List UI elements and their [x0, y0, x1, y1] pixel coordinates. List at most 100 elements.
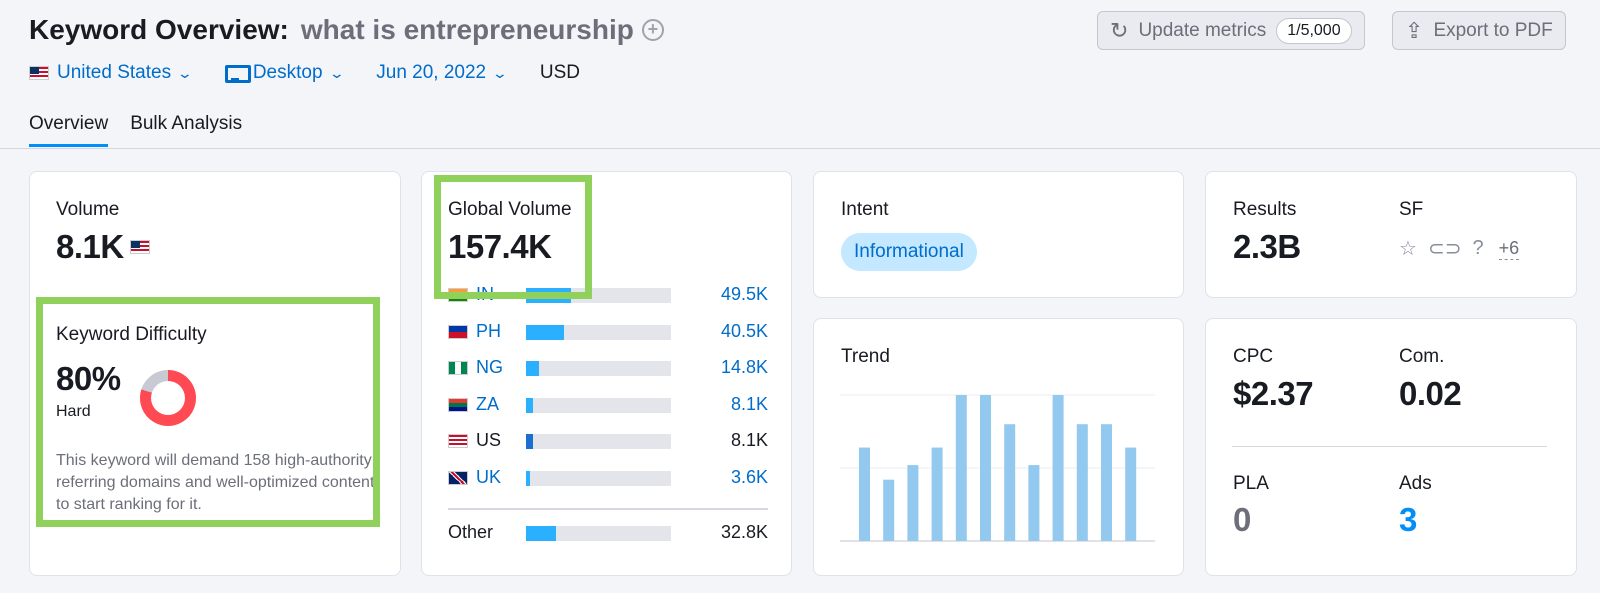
volume-value-row: 8.1K [56, 228, 150, 266]
cpc-value: $2.37 [1233, 375, 1314, 412]
cpc-label: CPC [1233, 346, 1274, 367]
volume-value: 8.1K [56, 228, 124, 265]
filter-bar: United States ⌄ Desktop ⌄ Jun 20, 2022 ⌄… [29, 62, 580, 84]
link-icon[interactable]: ⊂⊃ [1427, 238, 1462, 260]
trend-bar[interactable] [883, 479, 895, 541]
in-flag-icon [448, 288, 468, 302]
trend-bar[interactable] [907, 465, 919, 541]
country-row-other: Other 32.8K [448, 522, 768, 544]
sf-label: SF [1399, 199, 1424, 220]
other-label: Other [448, 522, 494, 542]
share-bar-track [526, 434, 671, 450]
competition-label: Com. [1399, 346, 1445, 367]
share-bar-track [526, 397, 671, 413]
trend-bar[interactable] [1052, 395, 1064, 541]
intent-card: Intent Informational [813, 171, 1184, 298]
keyword-difficulty-level: Hard [56, 403, 91, 420]
export-pdf-label: Export to PDF [1433, 19, 1553, 41]
trend-bar[interactable] [1004, 424, 1016, 541]
upload-icon: ⇪ [1405, 17, 1424, 43]
cpc-card: CPC $2.37 Com. 0.02 PLA 0 Ads 3 [1205, 318, 1577, 576]
ng-flag-icon [448, 361, 468, 376]
other-divider [448, 508, 768, 510]
share-bar-fill [526, 288, 571, 303]
country-code[interactable]: ZA [476, 393, 500, 414]
page-title: Keyword Overview: what is entrepreneursh… [29, 14, 664, 46]
plus-circle-icon[interactable]: + [641, 19, 664, 41]
trend-bar[interactable] [859, 447, 870, 541]
country-volume[interactable]: 8.1K [730, 393, 768, 414]
country-volume[interactable]: 14.8K [720, 357, 768, 378]
country-row-us: US 8.1K [448, 430, 768, 452]
country-row-in: IN 49.5K [448, 284, 768, 306]
volume-label: Volume [56, 199, 120, 220]
results-label: Results [1233, 199, 1297, 220]
refresh-icon: ↻ [1110, 17, 1129, 43]
za-flag-icon [448, 397, 468, 412]
country-select[interactable]: United States ⌄ [29, 62, 194, 84]
currency-label: USD [539, 62, 580, 83]
trend-bar[interactable] [931, 447, 943, 541]
date-label: Jun 20, 2022 [376, 62, 487, 83]
trend-chart [840, 394, 1155, 542]
trend-bar[interactable] [1076, 424, 1088, 541]
trend-bar[interactable] [1101, 424, 1112, 541]
ph-flag-icon [448, 324, 468, 339]
trend-bar[interactable] [1125, 447, 1137, 541]
trend-bar[interactable] [955, 395, 967, 541]
country-code[interactable]: UK [476, 467, 502, 487]
update-metrics-button[interactable]: ↻ Update metrics 1/5,000 [1097, 11, 1365, 50]
share-bar-track [526, 471, 671, 486]
country-code[interactable]: NG [476, 357, 503, 378]
device-label: Desktop [252, 62, 323, 83]
header-divider [0, 148, 1600, 149]
keyword-difficulty-value: 80% [56, 360, 121, 397]
update-metrics-counter: 1/5,000 [1276, 17, 1352, 44]
chevron-down-icon: ⌄ [176, 64, 194, 81]
title-label: Keyword Overview: [29, 14, 289, 45]
star-icon[interactable]: ☆ [1399, 238, 1417, 260]
us-flag-icon [129, 240, 150, 254]
intent-badge[interactable]: Informational [841, 233, 977, 271]
question-icon[interactable]: ? [1472, 237, 1484, 259]
ads-value[interactable]: 3 [1399, 501, 1417, 538]
volume-card: Volume 8.1K Keyword Difficulty 80% Hard … [29, 171, 401, 576]
ads-label: Ads [1399, 473, 1432, 494]
country-row-za: ZA 8.1K [448, 394, 768, 416]
country-code: US [476, 430, 502, 451]
share-bar-fill [526, 324, 564, 340]
country-code[interactable]: PH [476, 320, 502, 341]
results-card: Results 2.3B SF ☆ ⊂⊃ ? +6 [1205, 171, 1577, 298]
competition-value: 0.02 [1399, 375, 1462, 412]
chevron-down-icon: ⌄ [328, 64, 345, 81]
sf-more-link[interactable]: +6 [1498, 237, 1520, 260]
country-volume[interactable]: 40.5K [720, 320, 768, 341]
us-flag-icon [448, 434, 468, 449]
country-volume[interactable]: 49.5K [720, 284, 768, 304]
device-select[interactable]: Desktop ⌄ [224, 62, 345, 84]
country-code[interactable]: IN [476, 284, 494, 304]
tab-bar: Overview Bulk Analysis [29, 113, 264, 147]
desktop-icon [224, 65, 251, 83]
global-volume-label: Global Volume [448, 199, 572, 220]
date-select[interactable]: Jun 20, 2022 ⌄ [376, 62, 508, 84]
share-bar-track [526, 324, 671, 340]
trend-bar[interactable] [980, 395, 991, 541]
country-row-uk: UK 3.6K [448, 467, 768, 489]
country-volume[interactable]: 3.6K [730, 467, 768, 487]
difficulty-donut [140, 370, 196, 426]
global-volume-value: 157.4K [448, 228, 552, 265]
country-row-ph: PH 40.5K [448, 321, 768, 343]
share-bar-track [526, 526, 671, 541]
share-bar-track [526, 361, 671, 377]
tab-overview[interactable]: Overview [29, 113, 109, 147]
uk-flag-icon [448, 471, 468, 485]
tab-bulk-analysis[interactable]: Bulk Analysis [130, 113, 243, 134]
export-pdf-button[interactable]: ⇪ Export to PDF [1392, 11, 1566, 50]
trend-bar[interactable] [1028, 465, 1040, 541]
country-row-ng: NG 14.8K [448, 357, 768, 379]
trend-label: Trend [841, 346, 890, 367]
pla-value: 0 [1233, 501, 1251, 538]
pla-label: PLA [1233, 473, 1269, 494]
keyword-difficulty-description: This keyword will demand 158 high-author… [56, 452, 375, 513]
